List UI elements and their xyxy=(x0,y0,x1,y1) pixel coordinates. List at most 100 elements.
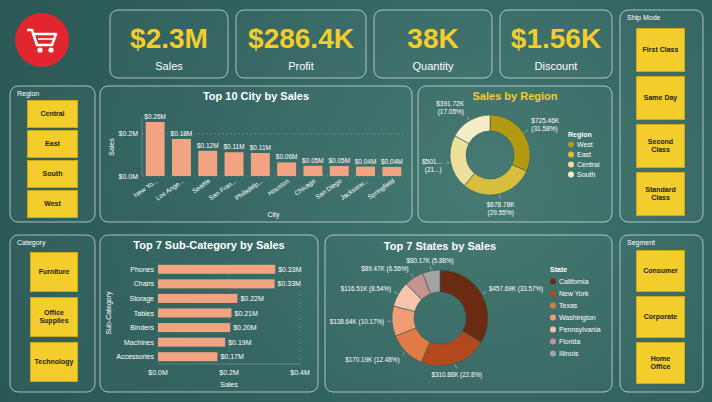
legend-label: Washington xyxy=(559,314,596,322)
legend-label: New York xyxy=(559,290,589,297)
category-label: Seattle xyxy=(191,177,212,195)
panel xyxy=(418,86,612,222)
dashboard-canvas: $2.3MSales$286.4KProfit38KQuantity$1.56K… xyxy=(0,0,712,402)
bar xyxy=(303,166,322,176)
slicer-button[interactable]: Office Supplies xyxy=(30,297,78,337)
axis-title: Sales xyxy=(220,381,238,388)
bar xyxy=(158,323,230,332)
data-label: $0.21M xyxy=(234,310,258,317)
grid-line xyxy=(300,262,301,364)
kpi-card xyxy=(374,10,492,78)
category-label: Philadelp... xyxy=(234,177,265,202)
data-label: $0.11M xyxy=(250,144,271,151)
bar xyxy=(158,308,231,317)
legend-label: Florida xyxy=(559,338,581,345)
donut-slice xyxy=(490,115,530,171)
legend-label: Texas xyxy=(559,302,578,309)
donut-slices xyxy=(392,270,488,366)
legend-swatch xyxy=(550,291,556,297)
legend-label: Central xyxy=(577,161,600,168)
legend-swatch xyxy=(550,351,556,357)
leader-line xyxy=(483,292,486,294)
data-label: $0.19M xyxy=(228,339,252,346)
slicer-button[interactable]: Technology xyxy=(30,342,78,382)
bar xyxy=(356,167,375,176)
panel xyxy=(620,235,703,392)
slicer-button[interactable]: East xyxy=(27,130,78,158)
bar xyxy=(251,153,270,176)
data-label: $0.20M xyxy=(233,324,257,331)
donut-slice xyxy=(440,270,488,343)
bar xyxy=(172,139,191,176)
leader-line xyxy=(394,292,397,294)
slicer-button[interactable]: Furniture xyxy=(30,252,78,292)
panel xyxy=(620,10,703,222)
slicer-button[interactable]: South xyxy=(27,160,78,188)
kpi-label: Quantity xyxy=(413,60,454,72)
x-axis-line xyxy=(158,364,300,365)
legend-swatch xyxy=(550,303,556,309)
slicer-button[interactable]: Standard Class xyxy=(636,172,685,216)
kpi-card xyxy=(110,10,228,78)
data-label: $0.17M xyxy=(220,353,244,360)
panel xyxy=(10,235,95,392)
kpi-value: $1.56K xyxy=(511,23,601,54)
chart-title: Top 7 States by Sales xyxy=(384,240,496,252)
slicer-button[interactable]: Same Day xyxy=(636,76,685,120)
legend-swatch xyxy=(568,162,574,168)
data-label: $0.33M xyxy=(278,280,302,287)
legend-swatch xyxy=(568,172,574,178)
legend-title: Region xyxy=(568,131,592,139)
leader-line xyxy=(455,365,456,369)
bar xyxy=(158,294,237,303)
category-label: Binders xyxy=(130,324,154,331)
cart-logo xyxy=(15,13,69,67)
data-label: $0.26M xyxy=(144,113,166,120)
slicer-button[interactable]: First Class xyxy=(636,28,685,72)
leader-line xyxy=(499,195,501,199)
slicer-title: Region xyxy=(17,90,39,97)
data-label: $0.18M xyxy=(171,130,193,137)
category-label: Springfield xyxy=(366,177,396,201)
kpi-value: 38K xyxy=(407,23,458,54)
cart-icon xyxy=(48,47,53,52)
leader-line xyxy=(467,116,469,119)
leader-line xyxy=(446,162,450,164)
tick-label: $0.2M xyxy=(119,130,139,137)
cart-icon xyxy=(27,30,56,45)
slicer-title: Category xyxy=(17,239,45,246)
data-label: $0.05M xyxy=(328,157,350,164)
slicer-button[interactable]: Second Class xyxy=(636,124,685,168)
leader-line xyxy=(430,266,432,270)
category-label: Houston xyxy=(266,177,290,197)
legend-swatch xyxy=(550,327,556,333)
data-label: $0.33M xyxy=(278,266,302,273)
category-label: Accessories xyxy=(116,353,154,360)
bar xyxy=(158,338,225,347)
data-label: $0.04M xyxy=(355,158,377,165)
donut-slice xyxy=(450,136,475,186)
category-label: Chairs xyxy=(134,280,155,287)
legend-label: East xyxy=(577,151,591,158)
y-axis-line xyxy=(142,117,143,176)
category-label: Jacksonv... xyxy=(339,177,369,201)
data-label-line: (29.55%) xyxy=(487,209,513,217)
data-label: $170.19K (12.48%) xyxy=(345,356,399,364)
chart-title: Top 10 City by Sales xyxy=(203,90,309,102)
bars xyxy=(158,265,275,361)
slicer-layer: RegionCentralEastSouthWestCategoryFurnit… xyxy=(0,0,712,402)
slicer-button[interactable]: Home Office xyxy=(636,342,685,384)
slicer-button[interactable]: West xyxy=(27,190,78,218)
legend-label: Illinois xyxy=(559,350,579,357)
slicer-button[interactable]: Corporate xyxy=(636,296,685,338)
category-label: Phones xyxy=(130,266,154,273)
axis-title: Sales xyxy=(108,138,115,156)
kpi-card xyxy=(500,10,612,78)
data-label: $725.46K(31.58%) xyxy=(531,117,559,133)
slicer-title: Ship Mode xyxy=(627,14,660,21)
bar xyxy=(382,167,401,176)
slicer-button[interactable]: Central xyxy=(27,100,78,128)
slicer-button[interactable]: Consumer xyxy=(636,250,685,292)
legend-swatch xyxy=(568,152,574,158)
bar xyxy=(198,151,217,176)
